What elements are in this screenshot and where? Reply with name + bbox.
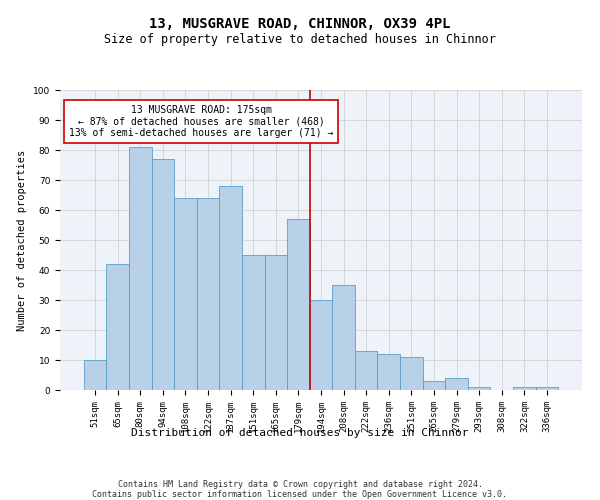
Y-axis label: Number of detached properties: Number of detached properties	[17, 150, 28, 330]
Bar	[129, 147, 152, 390]
Bar	[174, 198, 197, 390]
Bar	[197, 198, 220, 390]
Text: 13 MUSGRAVE ROAD: 175sqm
← 87% of detached houses are smaller (468)
13% of semi-: 13 MUSGRAVE ROAD: 175sqm ← 87% of detach…	[69, 105, 334, 138]
Bar	[468, 387, 490, 390]
Bar	[536, 387, 558, 390]
Bar	[310, 300, 332, 390]
Bar	[84, 360, 106, 390]
Text: Distribution of detached houses by size in Chinnor: Distribution of detached houses by size …	[131, 428, 469, 438]
Bar	[287, 219, 310, 390]
Bar	[106, 264, 129, 390]
Text: 13, MUSGRAVE ROAD, CHINNOR, OX39 4PL: 13, MUSGRAVE ROAD, CHINNOR, OX39 4PL	[149, 18, 451, 32]
Bar	[220, 186, 242, 390]
Bar	[445, 378, 468, 390]
Bar	[332, 285, 355, 390]
Bar	[152, 159, 174, 390]
Text: Contains HM Land Registry data © Crown copyright and database right 2024.
Contai: Contains HM Land Registry data © Crown c…	[92, 480, 508, 500]
Text: Size of property relative to detached houses in Chinnor: Size of property relative to detached ho…	[104, 32, 496, 46]
Bar	[377, 354, 400, 390]
Bar	[513, 387, 536, 390]
Bar	[400, 357, 422, 390]
Bar	[265, 255, 287, 390]
Bar	[422, 381, 445, 390]
Bar	[355, 351, 377, 390]
Bar	[242, 255, 265, 390]
